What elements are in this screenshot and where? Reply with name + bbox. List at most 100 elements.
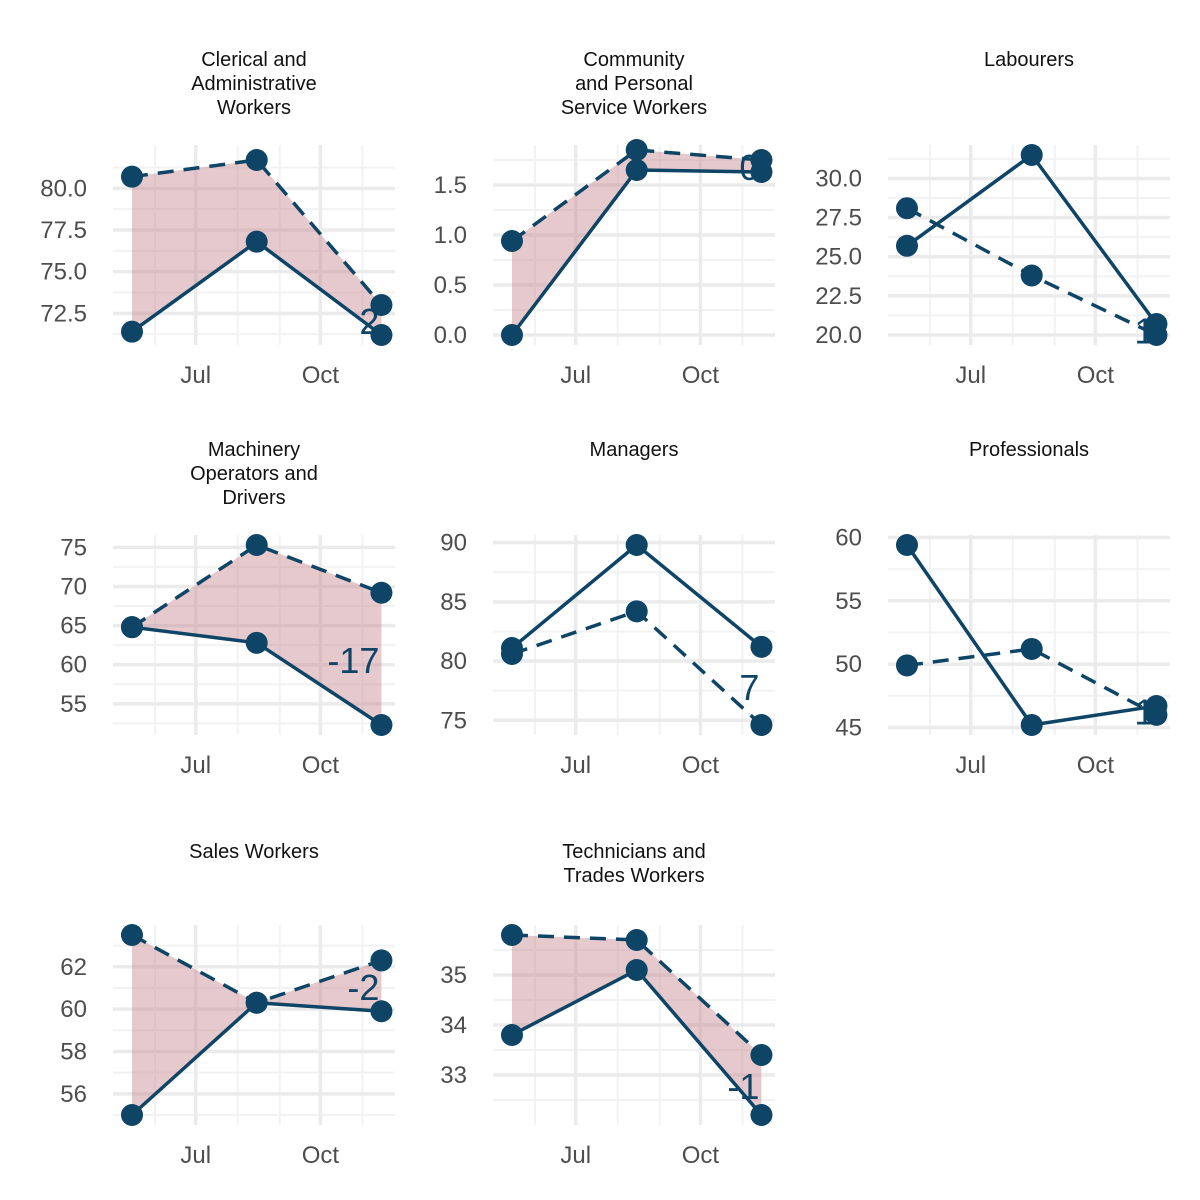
point-solid (500, 324, 523, 346)
facet-panel: Managers 75 80 85 90 Jul Oct 7 (440, 439, 775, 779)
point-dashed (370, 581, 393, 604)
y-tick-label: 20.0 (815, 322, 862, 349)
point-dashed (120, 924, 143, 946)
y-tick-label: 33 (440, 1062, 467, 1089)
y-tick-label: 60 (835, 524, 862, 551)
point-solid (120, 1104, 143, 1126)
x-tick-label: Jul (560, 752, 591, 779)
y-tick-label: 80 (440, 648, 467, 675)
point-dashed (500, 230, 523, 252)
y-tick-label: 25.0 (815, 244, 862, 271)
point-solid (895, 534, 918, 556)
y-tick-label: 80.0 (40, 175, 87, 202)
difference-label: -2 (347, 967, 379, 1008)
point-dashed (750, 714, 773, 736)
panel-title-line: Clerical and (201, 49, 307, 71)
y-tick-label: 30.0 (815, 165, 862, 192)
y-tick-label: 1.0 (434, 222, 467, 249)
point-solid (1020, 144, 1043, 166)
y-tick-label: 27.5 (815, 205, 862, 232)
facet-panel: Technicians and Trades Workers 33 34 35 Jul Oc… (440, 841, 775, 1169)
panel-title: Professionals (969, 439, 1089, 461)
panel-title-line: and Personal (575, 73, 693, 95)
point-dashed (1145, 324, 1168, 346)
series-line-dashed (511, 933, 763, 1057)
series-line-solid (905, 153, 1158, 326)
point-dashed (750, 149, 773, 171)
x-tick-label: Jul (180, 752, 211, 779)
point-solid (370, 714, 393, 736)
panel-title-line: Service Workers (561, 97, 707, 119)
y-tick-label: 58 (60, 1038, 87, 1065)
panel-title: Community and Personal Service Workers (561, 49, 707, 119)
point-solid (245, 230, 268, 253)
point-solid (370, 1000, 393, 1023)
y-tick-label: 60 (60, 996, 87, 1023)
x-tick-label: Jul (180, 362, 211, 389)
y-tick-label: 75 (440, 707, 467, 734)
panel-title: Labourers (984, 49, 1074, 71)
difference-ribbon (511, 935, 762, 1115)
difference-ribbon (131, 935, 382, 1115)
difference-label: 1 (1134, 311, 1154, 352)
point-dashed (500, 924, 523, 946)
point-dashed (245, 991, 268, 1014)
difference-ribbon (131, 160, 382, 335)
y-tick-label: 72.5 (40, 300, 87, 327)
y-tick-label: 1.5 (434, 172, 467, 199)
point-solid (500, 1024, 523, 1046)
y-tick-label: 35 (440, 962, 467, 989)
x-tick-label: Oct (682, 1142, 720, 1169)
difference-label: 7 (739, 667, 759, 708)
point-dashed (625, 139, 648, 161)
x-tick-label: Jul (560, 362, 591, 389)
point-solid (750, 1104, 773, 1126)
difference-label: -17 (327, 640, 379, 681)
panel-title-line: Workers (217, 97, 291, 119)
difference-label: -1 (727, 1066, 759, 1107)
panel-title-line: Trades Workers (563, 865, 704, 887)
panel-title-line: Community (583, 49, 684, 71)
point-solid (895, 234, 918, 257)
facet-panel: Community and Personal Service Workers 0.0 0… (434, 49, 775, 389)
point-dashed (625, 929, 648, 951)
series-line-dashed (510, 148, 762, 243)
y-tick-label: 65 (60, 613, 87, 640)
y-tick-label: 56 (60, 1081, 87, 1108)
point-dashed (1020, 264, 1043, 287)
panel-title: Sales Workers (189, 841, 319, 863)
x-tick-label: Jul (180, 1142, 211, 1169)
point-solid (625, 159, 648, 181)
point-dashed (120, 165, 143, 188)
point-dashed (120, 616, 143, 639)
point-solid (625, 534, 648, 556)
facet-panel: Labourers 20.0 22.5 25.0 27.5 30.0 Jul Oct 1 (815, 49, 1170, 389)
series-line-dashed (131, 543, 383, 629)
point-dashed (1145, 703, 1168, 726)
point-dashed (750, 1044, 773, 1066)
panel-title-line: Managers (590, 439, 679, 461)
point-dashed (895, 197, 918, 220)
difference-label: 1 (1134, 691, 1154, 732)
point-solid (370, 324, 393, 346)
x-tick-label: Oct (302, 752, 340, 779)
y-tick-label: 55 (835, 588, 862, 615)
y-tick-label: 45 (835, 715, 862, 742)
y-tick-label: 22.5 (815, 283, 862, 310)
y-tick-label: 0.5 (434, 272, 467, 299)
y-tick-label: 60 (60, 652, 87, 679)
x-tick-label: Oct (302, 1142, 340, 1169)
point-solid (750, 635, 773, 658)
x-tick-label: Jul (955, 752, 986, 779)
point-dashed (500, 642, 523, 665)
point-dashed (370, 949, 393, 972)
x-tick-label: Oct (682, 752, 720, 779)
panel-title-line: Professionals (969, 439, 1089, 461)
panel-title: Managers (590, 439, 679, 461)
series-line-solid (510, 543, 763, 650)
panel-title-line: Sales Workers (189, 841, 319, 863)
series-line-dashed (906, 647, 1158, 717)
y-tick-label: 55 (60, 691, 87, 718)
y-tick-label: 77.5 (40, 217, 87, 244)
